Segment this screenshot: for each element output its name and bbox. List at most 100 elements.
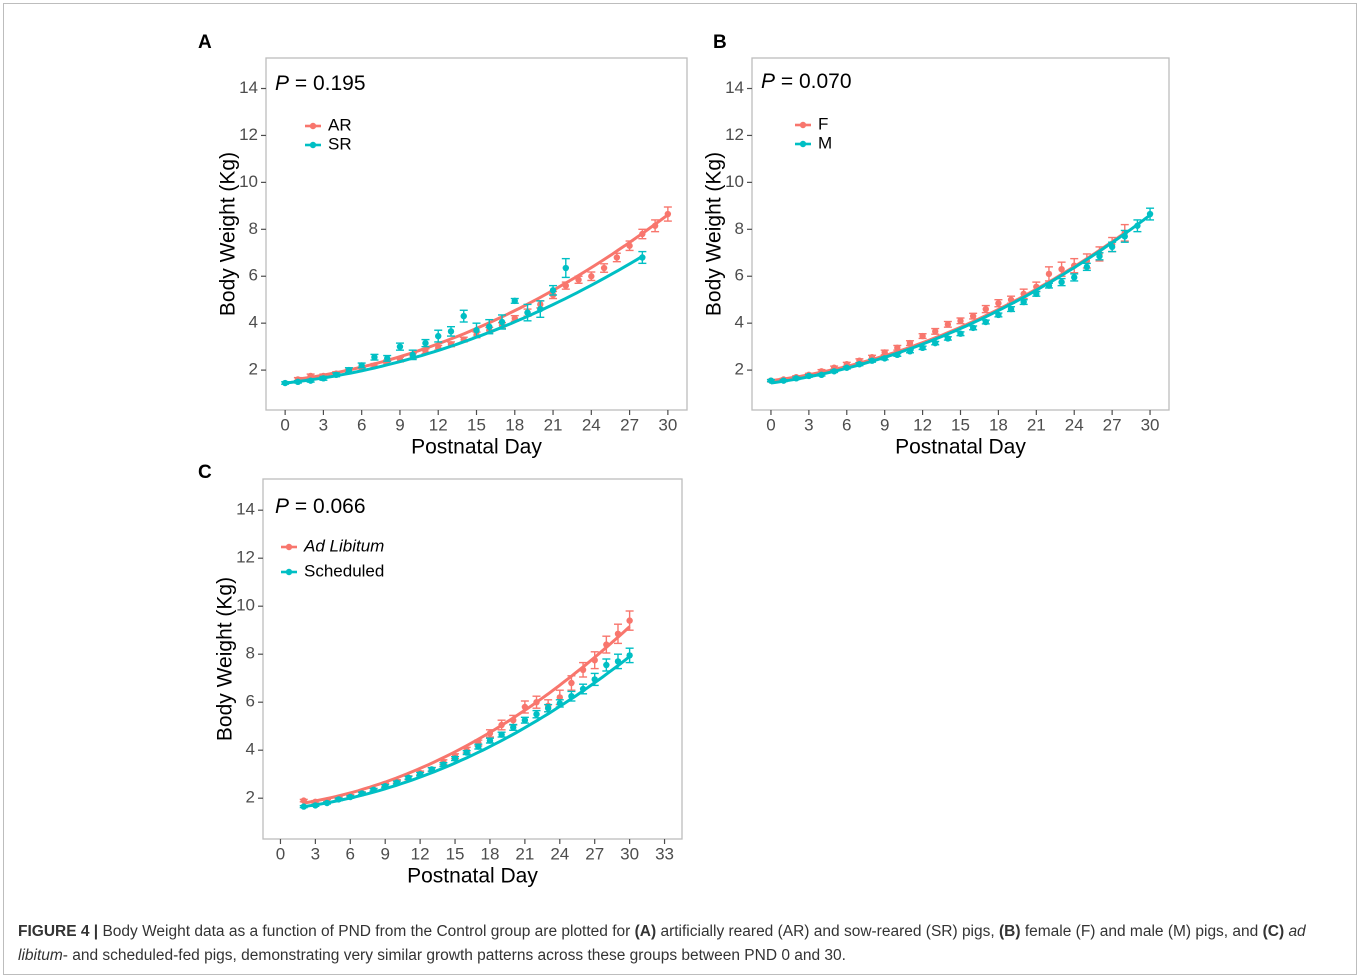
data-point xyxy=(1007,305,1015,313)
data-point xyxy=(793,375,800,382)
y-tick-label: 2 xyxy=(249,360,258,379)
y-tick-label: 6 xyxy=(735,266,744,285)
data-point xyxy=(868,357,876,364)
p-value-text: = 0.066 xyxy=(289,495,365,518)
data-point xyxy=(639,254,646,261)
data-point xyxy=(957,317,964,325)
data-point xyxy=(409,351,416,359)
data-point xyxy=(568,693,575,700)
y-tick-label: 14 xyxy=(236,500,255,519)
data-point xyxy=(307,377,314,384)
y-tick-label: 12 xyxy=(725,125,744,144)
data-point xyxy=(1058,266,1065,273)
data-point xyxy=(486,323,493,330)
fit-line xyxy=(284,255,644,385)
y-tick-label: 10 xyxy=(725,172,744,191)
data-point xyxy=(383,355,391,362)
data-point xyxy=(591,657,598,664)
data-point xyxy=(894,344,901,352)
data-point xyxy=(307,372,314,380)
data-point xyxy=(944,321,952,328)
data-point xyxy=(300,803,307,810)
panel-label: A xyxy=(198,32,212,53)
data-point xyxy=(300,797,307,804)
data-point xyxy=(613,254,621,261)
data-point xyxy=(486,730,494,737)
p-value-symbol: P xyxy=(761,70,775,93)
x-tick-label: 27 xyxy=(1103,415,1122,434)
caption-part: (B) xyxy=(999,923,1021,940)
y-axis-title: Body Weight (Kg) xyxy=(217,152,240,316)
data-point xyxy=(475,743,482,750)
data-point xyxy=(498,731,505,738)
x-tick-label: 30 xyxy=(1141,415,1160,434)
data-point xyxy=(562,264,570,272)
y-tick-label: 8 xyxy=(735,219,744,238)
data-point xyxy=(544,705,552,712)
data-point xyxy=(428,766,435,773)
data-point xyxy=(294,378,302,386)
x-tick-label: 30 xyxy=(620,844,639,863)
x-tick-label: 12 xyxy=(411,844,430,863)
data-point xyxy=(510,717,517,724)
data-point xyxy=(422,339,429,347)
x-tick-label: 15 xyxy=(951,415,970,434)
data-point xyxy=(603,641,610,648)
legend-label: SR xyxy=(328,134,352,153)
x-tick-label: 21 xyxy=(515,844,534,863)
x-tick-label: 9 xyxy=(395,415,404,434)
x-tick-label: 24 xyxy=(1065,415,1084,434)
legend-marker xyxy=(799,121,807,129)
data-point xyxy=(393,779,401,786)
p-value-text: = 0.070 xyxy=(775,70,851,93)
data-point xyxy=(323,799,331,807)
data-point xyxy=(944,335,952,342)
data-point xyxy=(600,264,608,272)
caption-text: Body Weight data as a function of PND fr… xyxy=(18,923,1306,964)
data-point xyxy=(906,339,914,347)
data-point xyxy=(486,737,494,744)
data-point xyxy=(498,721,505,729)
x-tick-label: 24 xyxy=(550,844,569,863)
data-point xyxy=(533,699,540,706)
data-point xyxy=(1096,253,1103,260)
plot-border xyxy=(262,478,683,840)
data-point xyxy=(533,711,540,718)
x-tick-label: 24 xyxy=(582,415,601,434)
data-point xyxy=(626,652,633,659)
data-point xyxy=(932,339,939,347)
data-point xyxy=(281,379,289,387)
caption-part: ad libitum xyxy=(18,923,1306,964)
data-point xyxy=(603,661,610,669)
y-tick-label: 14 xyxy=(725,78,744,97)
legend-label: Ad Libitum xyxy=(303,536,384,555)
data-point xyxy=(982,305,989,313)
data-point xyxy=(906,348,914,355)
data-point xyxy=(521,703,529,711)
p-value-annotation: P = 0.066 xyxy=(275,495,366,518)
series-sr xyxy=(281,250,647,387)
x-axis-title: Postnatal Day xyxy=(895,436,1026,459)
data-point xyxy=(894,351,901,359)
data-point xyxy=(435,332,442,340)
data-point xyxy=(1045,270,1053,278)
y-tick-label: 14 xyxy=(239,78,258,97)
data-point xyxy=(335,796,342,803)
fit-line xyxy=(297,213,669,381)
data-point xyxy=(780,377,787,384)
fit-line xyxy=(303,625,631,805)
data-point xyxy=(1108,243,1116,251)
x-tick-label: 0 xyxy=(766,415,775,434)
x-tick-label: 18 xyxy=(480,844,499,863)
y-tick-label: 10 xyxy=(236,596,255,615)
data-point xyxy=(919,344,926,352)
legend-label: M xyxy=(818,133,832,152)
data-point xyxy=(556,694,563,701)
data-point xyxy=(843,364,850,371)
data-point xyxy=(957,330,964,337)
data-point xyxy=(969,324,977,332)
data-point xyxy=(919,332,926,340)
